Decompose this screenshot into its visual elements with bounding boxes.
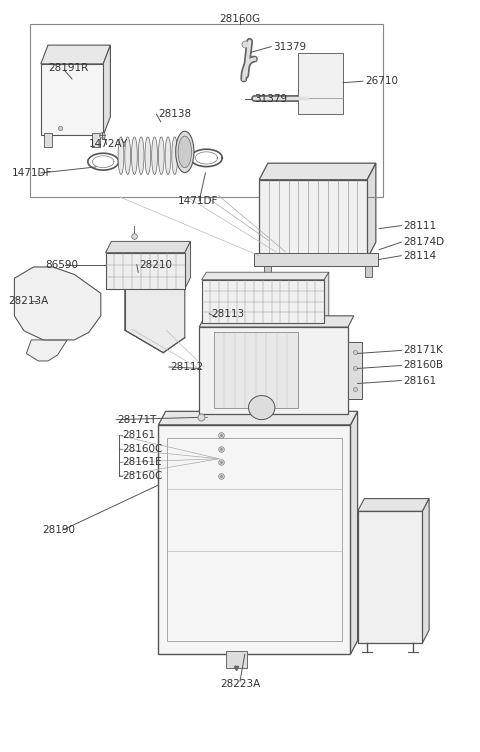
Text: 1471DF: 1471DF <box>178 196 218 206</box>
Ellipse shape <box>158 137 164 174</box>
Text: 28210: 28210 <box>139 259 172 270</box>
Polygon shape <box>106 241 191 253</box>
Polygon shape <box>358 499 429 511</box>
Text: 28171T: 28171T <box>118 414 157 425</box>
Bar <box>158 425 350 654</box>
Text: 28138: 28138 <box>158 109 192 120</box>
Text: 28191R: 28191R <box>48 62 88 73</box>
Polygon shape <box>350 411 358 654</box>
Polygon shape <box>158 411 358 425</box>
Ellipse shape <box>176 132 194 172</box>
Bar <box>259 180 367 259</box>
Bar <box>358 511 422 643</box>
Ellipse shape <box>152 137 157 174</box>
Text: 28160C: 28160C <box>122 471 163 481</box>
Text: 28171K: 28171K <box>403 345 443 356</box>
Text: 28113: 28113 <box>211 308 244 319</box>
Text: 1471DF: 1471DF <box>12 168 52 178</box>
Ellipse shape <box>118 137 124 174</box>
Ellipse shape <box>132 137 137 174</box>
Text: 28213A: 28213A <box>9 296 49 306</box>
Ellipse shape <box>172 137 178 174</box>
Polygon shape <box>26 340 67 361</box>
Ellipse shape <box>145 137 151 174</box>
Polygon shape <box>199 316 354 327</box>
Polygon shape <box>125 289 185 353</box>
Text: 86590: 86590 <box>46 259 79 270</box>
Bar <box>199 327 348 414</box>
Text: 28161: 28161 <box>122 430 156 441</box>
Text: 28161E: 28161E <box>122 457 162 468</box>
Ellipse shape <box>249 396 275 420</box>
Text: 28223A: 28223A <box>220 679 260 690</box>
Bar <box>106 253 185 289</box>
Text: 28112: 28112 <box>170 362 204 372</box>
Text: 26710: 26710 <box>365 76 398 86</box>
Polygon shape <box>365 266 372 277</box>
Text: 1472AY: 1472AY <box>89 139 128 150</box>
Text: 31379: 31379 <box>254 94 288 105</box>
Bar <box>298 53 343 114</box>
Bar <box>202 280 324 323</box>
Polygon shape <box>422 499 429 643</box>
Text: 28111: 28111 <box>403 220 436 231</box>
Polygon shape <box>264 266 271 277</box>
Polygon shape <box>41 45 110 64</box>
Text: 28114: 28114 <box>403 250 436 261</box>
Polygon shape <box>36 287 84 327</box>
Ellipse shape <box>165 137 171 174</box>
Bar <box>348 342 362 399</box>
Polygon shape <box>259 163 376 180</box>
Text: 28174D: 28174D <box>403 237 444 247</box>
Polygon shape <box>324 272 329 323</box>
Bar <box>44 133 52 147</box>
Ellipse shape <box>138 137 144 174</box>
Bar <box>30 24 383 197</box>
Text: 28190: 28190 <box>42 525 75 535</box>
Bar <box>41 64 103 135</box>
Text: 28161: 28161 <box>403 375 436 386</box>
Polygon shape <box>14 267 101 340</box>
Polygon shape <box>367 163 376 259</box>
Ellipse shape <box>178 136 192 168</box>
Ellipse shape <box>125 137 131 174</box>
Polygon shape <box>202 272 329 280</box>
Bar <box>226 651 247 668</box>
Bar <box>92 133 100 147</box>
Ellipse shape <box>230 620 248 635</box>
Polygon shape <box>185 241 191 289</box>
Bar <box>214 332 298 408</box>
Polygon shape <box>103 45 110 135</box>
Text: 31379: 31379 <box>274 41 307 52</box>
Text: 28160B: 28160B <box>403 360 444 371</box>
Bar <box>167 438 342 641</box>
Text: 28160G: 28160G <box>219 14 261 23</box>
Text: 28160C: 28160C <box>122 444 163 454</box>
Bar <box>254 253 378 266</box>
